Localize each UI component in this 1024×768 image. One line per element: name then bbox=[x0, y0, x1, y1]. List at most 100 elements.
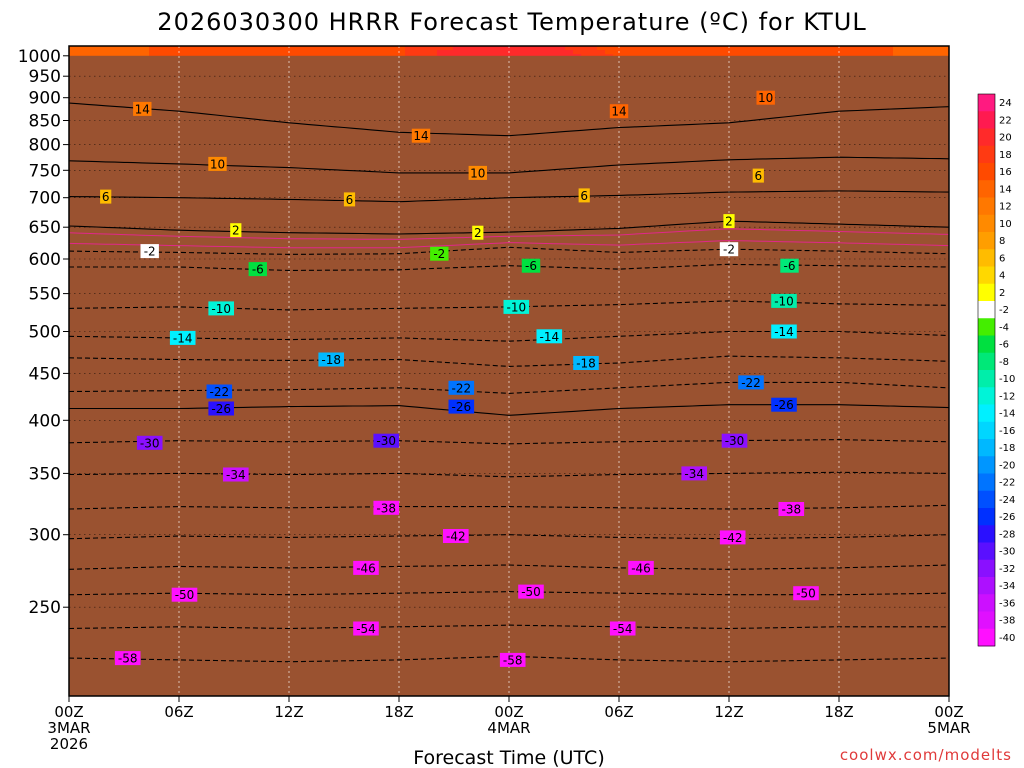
temperature-cell bbox=[397, 46, 406, 51]
temperature-cell bbox=[573, 46, 582, 51]
temperature-cell bbox=[77, 50, 86, 55]
temperature-cell bbox=[629, 50, 638, 55]
temperature-cell bbox=[789, 46, 798, 51]
temperature-cell bbox=[901, 46, 910, 51]
temperature-cell bbox=[533, 46, 542, 51]
temperature-cell bbox=[813, 50, 822, 55]
temperature-cell bbox=[485, 50, 494, 55]
temperature-cell bbox=[413, 46, 422, 51]
temperature-cell bbox=[421, 46, 430, 51]
temperature-cell bbox=[829, 46, 838, 51]
temperature-cell bbox=[597, 46, 606, 51]
temperature-cell bbox=[125, 46, 134, 51]
temperature-cell bbox=[685, 46, 694, 51]
temperature-cell bbox=[189, 50, 198, 55]
temperature-cell bbox=[221, 50, 230, 55]
temperature-cell bbox=[645, 50, 654, 55]
temperature-cell bbox=[621, 46, 630, 51]
temperature-cell bbox=[621, 50, 630, 55]
temperature-cell bbox=[293, 46, 302, 51]
temperature-cell bbox=[501, 46, 510, 51]
temperature-cell bbox=[109, 46, 118, 51]
temperature-cell bbox=[213, 46, 222, 51]
temperature-cell bbox=[605, 46, 614, 51]
temperature-cell bbox=[565, 46, 574, 51]
temperature-cell bbox=[469, 46, 478, 51]
temperature-cell bbox=[445, 46, 454, 51]
temperature-cell bbox=[93, 46, 102, 51]
temperature-cell bbox=[429, 50, 438, 55]
temperature-cell bbox=[845, 50, 854, 55]
temperature-cell bbox=[757, 50, 766, 55]
temperature-cell bbox=[557, 50, 566, 55]
temperature-cell bbox=[317, 50, 326, 55]
temperature-cell bbox=[437, 50, 446, 55]
temperature-cell bbox=[165, 50, 174, 55]
temperature-cell bbox=[893, 50, 902, 55]
temperature-cell bbox=[205, 46, 214, 51]
temperature-cell bbox=[309, 46, 318, 51]
temperature-cell bbox=[413, 50, 422, 55]
temperature-cell bbox=[381, 50, 390, 55]
temperature-cell bbox=[613, 50, 622, 55]
temperature-cell bbox=[69, 50, 78, 55]
temperature-cell bbox=[661, 50, 670, 55]
temperature-cell bbox=[797, 50, 806, 55]
temperature-cell bbox=[341, 46, 350, 51]
temperature-cell bbox=[165, 46, 174, 51]
temperature-cell bbox=[581, 50, 590, 55]
temperature-cell bbox=[853, 46, 862, 51]
temperature-cell bbox=[197, 46, 206, 51]
temperature-cell bbox=[733, 50, 742, 55]
temperature-cell bbox=[909, 50, 918, 55]
temperature-cell bbox=[109, 50, 118, 55]
temperature-cell bbox=[773, 50, 782, 55]
plot-area: -58 -58-54 -54-50 -50 -50-46 -46-42 -42-38 -38-… bbox=[69, 46, 949, 696]
temperature-cell bbox=[85, 50, 94, 55]
temperature-cell bbox=[933, 46, 942, 51]
temperature-cell bbox=[381, 46, 390, 51]
temperature-cell bbox=[917, 50, 926, 55]
temperature-cell bbox=[325, 46, 334, 51]
temperature-cell bbox=[661, 46, 670, 51]
temperature-cell bbox=[901, 50, 910, 55]
temperature-cell bbox=[813, 46, 822, 51]
temperature-cell bbox=[717, 50, 726, 55]
temperature-cell bbox=[709, 46, 718, 51]
temperature-cell bbox=[821, 46, 830, 51]
temperature-cell bbox=[301, 50, 310, 55]
temperature-cell bbox=[237, 46, 246, 51]
temperature-cell bbox=[493, 46, 502, 51]
temperature-cell bbox=[645, 46, 654, 51]
temperature-cell bbox=[405, 50, 414, 55]
temperature-cell bbox=[557, 46, 566, 51]
temperature-cell bbox=[733, 46, 742, 51]
temperature-cell bbox=[941, 46, 949, 51]
temperature-cell bbox=[605, 50, 614, 55]
temperature-cell bbox=[765, 50, 774, 55]
temperature-cell bbox=[693, 46, 702, 51]
temperature-cell bbox=[285, 46, 294, 51]
temperature-cell bbox=[533, 50, 542, 55]
temperature-cell bbox=[429, 46, 438, 51]
temperature-cell bbox=[261, 46, 270, 51]
temperature-cell bbox=[637, 46, 646, 51]
temperature-cell bbox=[525, 50, 534, 55]
temperature-cell bbox=[749, 50, 758, 55]
temperature-cell bbox=[861, 46, 870, 51]
temperature-cell bbox=[853, 50, 862, 55]
temperature-cell bbox=[181, 50, 190, 55]
temperature-cell bbox=[581, 46, 590, 51]
temperature-cell bbox=[549, 50, 558, 55]
temperature-cell bbox=[653, 50, 662, 55]
temperature-cell bbox=[781, 46, 790, 51]
temperature-cell bbox=[597, 50, 606, 55]
temperature-cell bbox=[149, 46, 158, 51]
temperature-cell bbox=[781, 50, 790, 55]
temperature-cell bbox=[125, 50, 134, 55]
temperature-cell bbox=[917, 46, 926, 51]
temperature-cell bbox=[869, 50, 878, 55]
temperature-cell bbox=[693, 50, 702, 55]
temperature-cell bbox=[869, 46, 878, 51]
temperature-cell bbox=[741, 46, 750, 51]
